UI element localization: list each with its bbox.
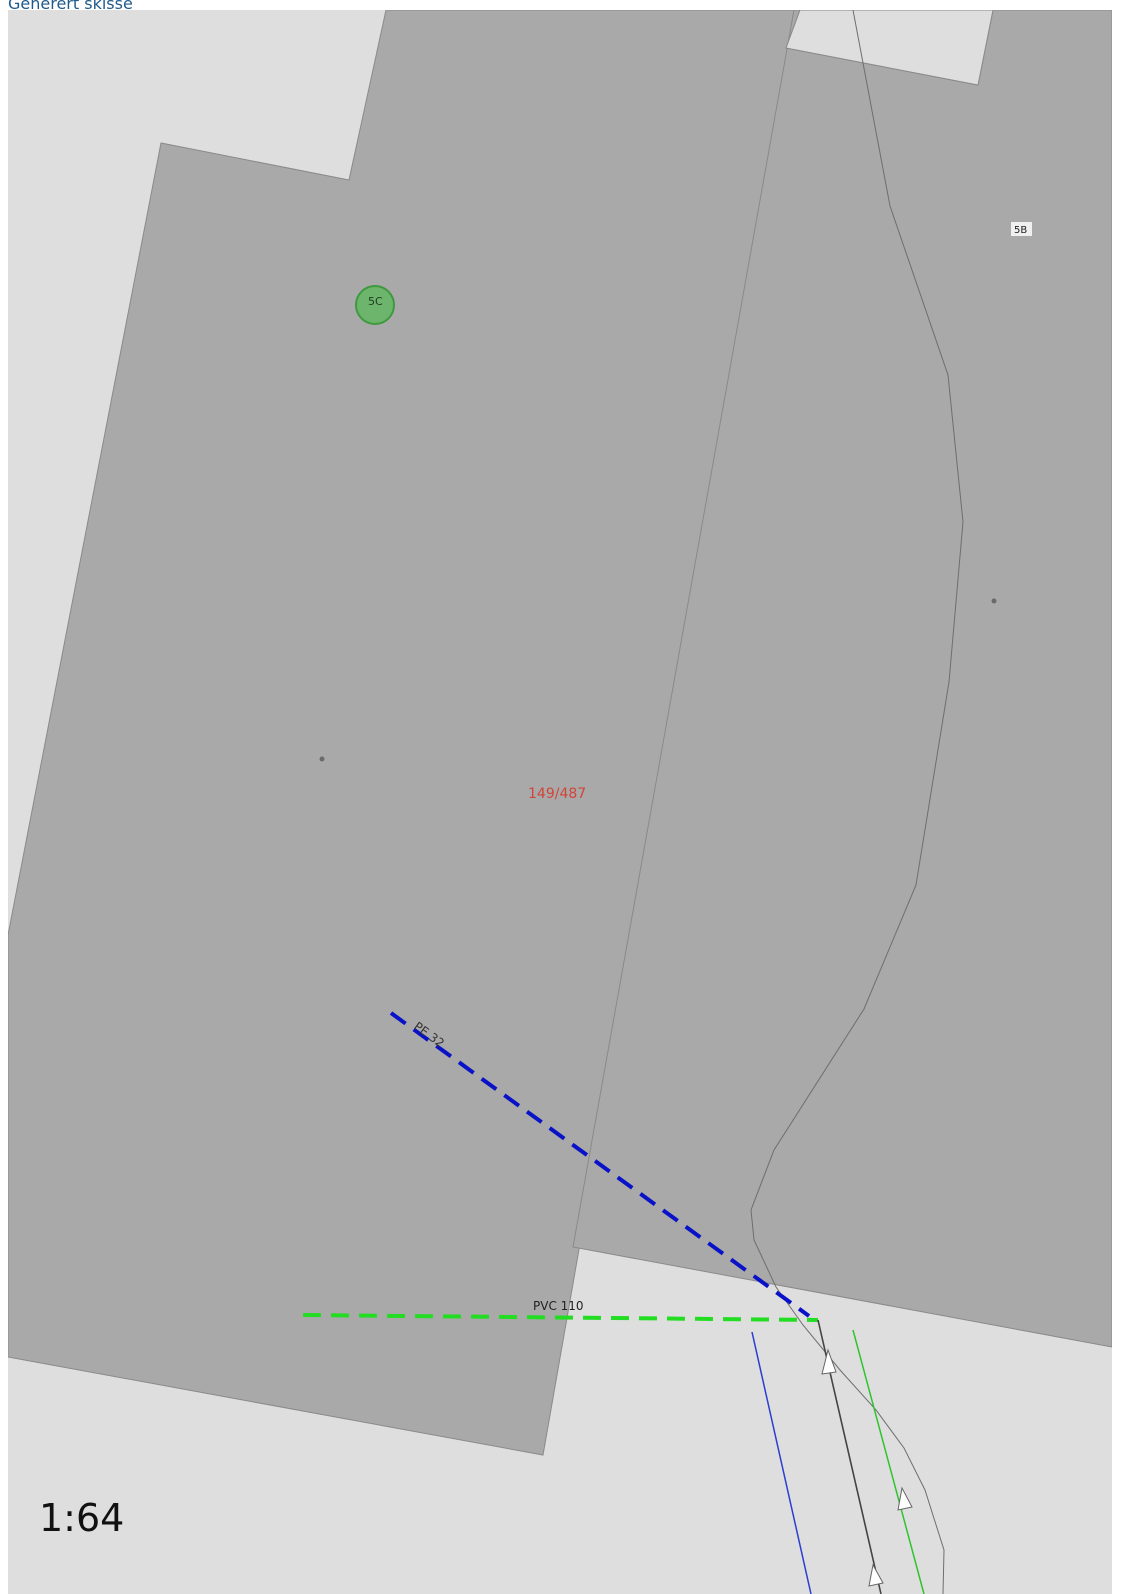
map-scale: 1:64 <box>39 1496 125 1540</box>
building-label-5b: 5B <box>1014 225 1027 236</box>
flow-arrow-icon <box>821 1348 837 1375</box>
building-label-5c: 5C <box>368 295 383 308</box>
building-label-5b-background <box>1011 222 1032 236</box>
property-boundary-line <box>750 10 964 1594</box>
pipe-pe32-line[interactable] <box>389 1011 811 1318</box>
parcel-label: 149/487 <box>528 786 586 802</box>
point-marker-icon[interactable]: 5C <box>355 285 395 325</box>
map-viewport[interactable]: 5C 5B 149/487 PE 32 PVC 110 1:64 <box>8 10 1112 1594</box>
page-title: Generert skisse <box>8 0 133 13</box>
drain-line-green[interactable] <box>852 1329 925 1594</box>
survey-point-icon <box>991 598 997 604</box>
map-canvas[interactable]: 5C 5B 149/487 PE 32 PVC 110 <box>8 10 1112 1594</box>
flow-arrow-icon <box>897 1486 913 1511</box>
pipe-pvc110-label: PVC 110 <box>533 1299 584 1313</box>
survey-point-icon <box>319 756 325 762</box>
flow-arrow-icon <box>868 1563 884 1587</box>
water-line-blue[interactable] <box>751 1331 812 1594</box>
top-right-white-notch <box>785 10 994 86</box>
pipe-pvc110-line[interactable] <box>302 1313 819 1322</box>
